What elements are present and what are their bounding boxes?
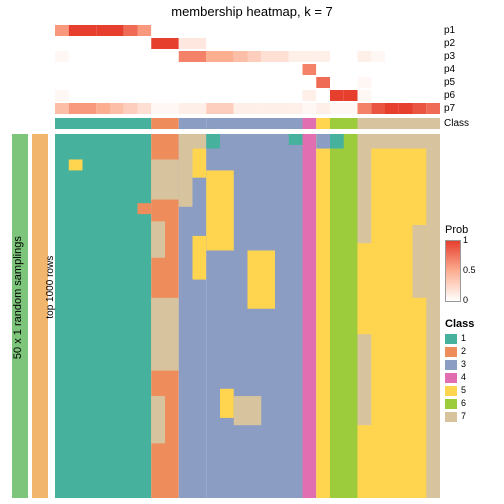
legend-class-swatch-3 <box>445 360 457 370</box>
heatmap-svg <box>0 0 504 504</box>
row-label-p4: p4 <box>444 64 455 75</box>
row-label-class: Class <box>444 118 469 129</box>
legend-class-label-1: 1 <box>461 333 466 343</box>
row-label-p1: p1 <box>444 25 455 36</box>
row-label-p2: p2 <box>444 38 455 49</box>
legend-class-label-6: 6 <box>461 398 466 408</box>
legend-prob-gradient <box>445 240 461 302</box>
legend-class-swatch-5 <box>445 386 457 396</box>
legend-prob-tick: 0 <box>463 295 468 305</box>
legend-prob-tick: 1 <box>463 235 468 245</box>
row-label-p7: p7 <box>444 103 455 114</box>
legend-prob-tick: 0.5 <box>463 265 476 275</box>
row-label-p6: p6 <box>444 90 455 101</box>
legend-class-swatch-2 <box>445 347 457 357</box>
sidebar-label-rows: top 1000 rows <box>45 214 56 360</box>
legend-class-swatch-6 <box>445 399 457 409</box>
legend-class-label-4: 4 <box>461 372 466 382</box>
legend-class-label-3: 3 <box>461 359 466 369</box>
legend-class-title: Class <box>445 318 474 330</box>
row-label-p5: p5 <box>444 77 455 88</box>
legend-class-label-5: 5 <box>461 385 466 395</box>
row-label-p3: p3 <box>444 51 455 62</box>
legend-class-label-7: 7 <box>461 411 466 421</box>
legend-class-swatch-7 <box>445 412 457 422</box>
sidebar-label-samplings: 50 x 1 random samplings <box>12 170 24 425</box>
legend-class-swatch-4 <box>445 373 457 383</box>
legend-class-label-2: 2 <box>461 346 466 356</box>
legend-class-swatch-1 <box>445 334 457 344</box>
